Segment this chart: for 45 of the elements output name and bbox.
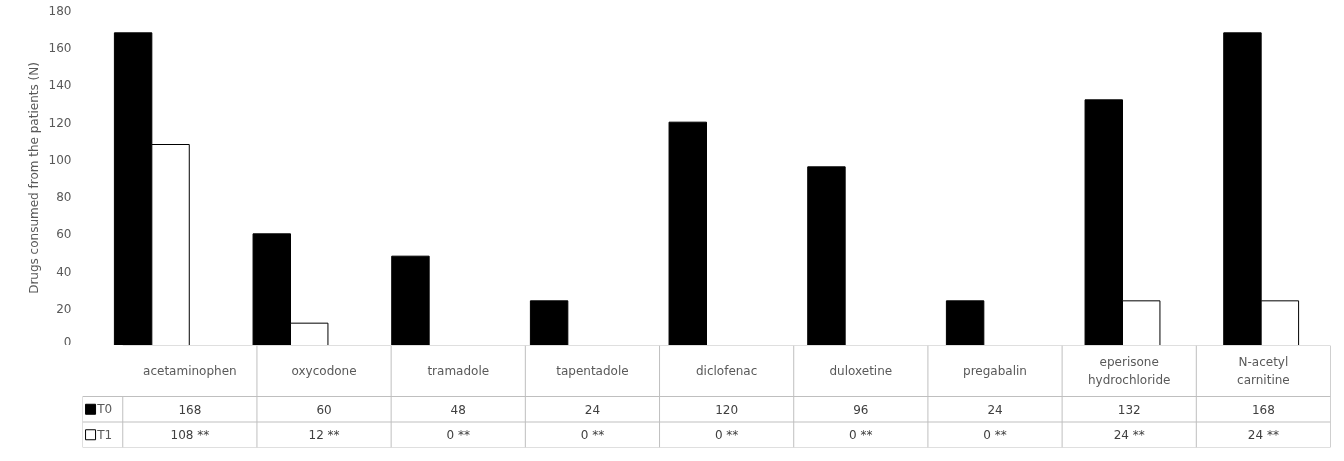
data-label: 96 xyxy=(853,402,869,417)
data-label: 132 xyxy=(1117,402,1141,417)
data-label: 24 ** xyxy=(1247,427,1279,442)
data-label: 0 ** xyxy=(714,427,739,442)
data-label: 48 xyxy=(450,402,466,417)
y-tick-label: 160 xyxy=(48,41,72,56)
x-tick-label: pregabalin xyxy=(963,364,1027,378)
y-tick-label: 140 xyxy=(48,78,72,93)
y-tick-label: 180 xyxy=(48,4,72,18)
x-tick-label: oxycodone xyxy=(291,364,357,378)
data-label: 168 xyxy=(178,402,202,417)
data-label: 120 xyxy=(715,402,739,417)
x-tick-label: tapentadole xyxy=(556,364,629,378)
x-tick-label: duloxetine xyxy=(829,364,893,378)
x-tick-label: eperisone hydrochloride xyxy=(1087,354,1171,388)
data-label: 168 xyxy=(1251,402,1275,417)
data-label: 0 ** xyxy=(580,427,605,442)
data-label: 60 xyxy=(316,402,332,417)
bar xyxy=(668,121,707,345)
y-axis-title: Drugs consumed from the patients (N) xyxy=(26,62,41,294)
data-label: 0 ** xyxy=(983,427,1007,442)
y-tick-label: 0 xyxy=(63,334,72,349)
data-label: 0 ** xyxy=(849,427,873,442)
legend-label: T0 xyxy=(96,402,113,417)
bar xyxy=(529,300,569,345)
data-label: 24 ** xyxy=(1113,427,1145,442)
x-tick-label: diclofenac xyxy=(695,364,758,378)
y-tick-label: 120 xyxy=(48,115,72,130)
x-tick-label: tramadole xyxy=(427,364,490,378)
bar xyxy=(391,255,430,345)
x-tick-label: acetaminophen xyxy=(143,364,237,378)
data-label: 108 ** xyxy=(170,427,210,442)
data-label: 0 ** xyxy=(446,427,470,442)
x-tick-label: N-acetyl carnitine xyxy=(1237,354,1290,388)
legend-label: T1 xyxy=(96,427,113,442)
y-tick-label: 80 xyxy=(56,190,72,205)
data-label: 24 xyxy=(584,402,601,417)
data-label: 12 ** xyxy=(308,427,340,442)
y-tick-label: 100 xyxy=(48,152,72,167)
y-tick-label: 20 xyxy=(56,301,72,316)
bar xyxy=(807,166,846,345)
y-tick-label: 60 xyxy=(56,227,72,242)
bar xyxy=(945,300,985,345)
y-tick-label: 40 xyxy=(56,264,72,279)
data-label: 24 xyxy=(987,402,1003,417)
